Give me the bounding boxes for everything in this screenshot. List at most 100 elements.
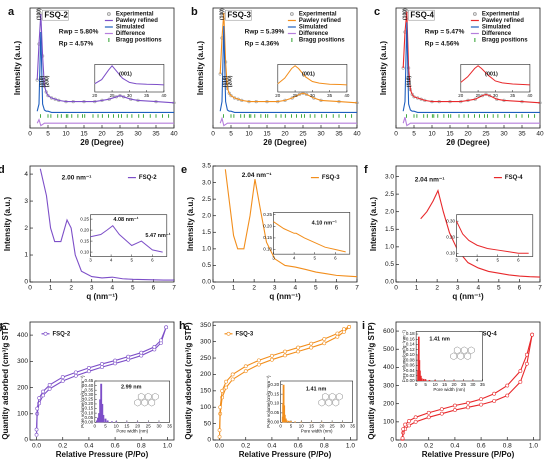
inset-frame <box>415 331 483 382</box>
x-axis-label: 2θ (Degree) <box>446 138 490 147</box>
series-marker <box>401 427 406 432</box>
inset-bar <box>115 421 118 423</box>
inset-x-tick-label: 35 <box>327 93 333 98</box>
y-tick-label: 0.5 <box>202 262 211 269</box>
panel-letter: h <box>179 320 186 332</box>
legend-marker <box>43 331 48 336</box>
x-tick-label: 15 <box>263 131 271 138</box>
inset-x-tick-label: 35 <box>480 382 486 387</box>
x-axis-label: 2θ (Degree) <box>263 138 307 147</box>
series-marker <box>296 345 300 350</box>
inset-y-tick-label: 0.04 <box>406 368 415 373</box>
y-axis-label: Intensity (a.u.) <box>379 41 388 96</box>
inset-x-tick-label: 0 <box>94 423 97 428</box>
inset-bar <box>100 383 103 423</box>
series-marker <box>525 352 529 357</box>
x-axis-label: Relative Pressure (P/Po) <box>56 450 149 459</box>
title-box <box>42 9 69 21</box>
y-axis-label: Intensity (a.u.) <box>3 197 12 252</box>
inset-bar <box>453 380 455 381</box>
panel-letter: e <box>181 164 187 176</box>
inset-y-tick-label: 0.16 <box>406 336 415 341</box>
series-marker <box>87 369 91 374</box>
legend-label: FSQ-4 <box>505 175 523 181</box>
inset-x-tick-label: 30 <box>156 423 162 428</box>
x-tick-label: 7 <box>538 285 542 292</box>
inset-x-tick-label: 20 <box>319 423 325 428</box>
x-tick-label: 0 <box>28 285 32 292</box>
annotation: Rwp = 5.80% <box>59 29 99 36</box>
x-tick-label: 0.0 <box>398 443 407 450</box>
inset: 20 25 30 35 40 (001) <box>275 64 350 98</box>
panel-letter: i <box>362 320 365 332</box>
y-axis-label: Quantity adsorbed (cm³/g STP) <box>184 322 193 440</box>
legend-label: FSQ-2 <box>139 175 157 181</box>
inset-y-tick-label: 0.10 <box>85 410 94 415</box>
inset-y-tick-label: 0.25 <box>263 212 272 217</box>
inset-x-tick-label: 40 <box>161 93 167 98</box>
inset-x-tick-label: 5 <box>313 255 316 260</box>
inset-bar <box>294 421 296 423</box>
x-tick-label: 5 <box>46 131 50 138</box>
inset-frame <box>94 380 170 423</box>
plot-frame <box>212 165 358 283</box>
x-tick-label: 35 <box>152 131 160 138</box>
annotation: (100) <box>403 8 409 20</box>
legend-label: Experimental <box>116 12 154 18</box>
x-tick-label: 2 <box>252 285 256 292</box>
inset-annotation: 5.47 nm⁻¹ <box>145 232 170 239</box>
x-tick-label: 1 <box>49 285 53 292</box>
series-marker <box>100 362 104 366</box>
x-tick-label: 10 <box>428 131 436 138</box>
inset-x-label: Pore width (nm) <box>433 387 465 392</box>
inset-bar <box>101 403 104 423</box>
x-axis-label: Relative Pressure (P/Po) <box>239 450 332 459</box>
annotation: Rp = 4.36% <box>245 41 280 48</box>
x-tick-label: 6 <box>518 285 522 292</box>
legend-label: Pawley refined <box>116 18 158 24</box>
framework-sketch <box>336 392 343 401</box>
inset-x-tick-label: 0 <box>279 423 282 428</box>
inset-x-tick-label: 25 <box>476 93 482 98</box>
inset-frame <box>273 212 351 255</box>
series-marker <box>439 407 444 412</box>
series-marker <box>47 383 52 387</box>
x-tick-label: 4 <box>110 285 114 292</box>
legend-label: Bragg positions <box>482 38 528 44</box>
x-tick-label: 35 <box>335 131 343 138</box>
y-tick-label: 4 <box>24 171 28 178</box>
x-tick-label: 0.8 <box>503 443 512 450</box>
y-tick-label: 0 <box>207 437 211 444</box>
legend-label: FSQ-4 <box>479 331 497 337</box>
inset-x-tick-label: 5 <box>104 423 107 428</box>
framework-sketch <box>329 392 336 401</box>
inset-bar <box>285 420 288 423</box>
series-marker <box>283 349 287 354</box>
inset-bar <box>418 336 420 381</box>
inset-annotation: (001) <box>485 72 498 78</box>
series-marker <box>426 410 431 415</box>
series-marker <box>403 422 408 427</box>
series-marker <box>87 365 91 370</box>
inset-bar <box>96 420 98 423</box>
series-marker <box>34 427 39 432</box>
y-tick-label: 3.0 <box>385 173 394 180</box>
annotation: Rp = 4.57% <box>59 41 94 48</box>
inset-y-tick-label: 0.14 <box>406 342 415 347</box>
x-axis-label: q (nm⁻¹) <box>86 292 118 301</box>
y-tick-label: 50 <box>204 420 212 427</box>
inset-annotation: (001) <box>119 72 132 78</box>
inset-line <box>94 65 164 86</box>
y-tick-label: 100 <box>17 410 28 417</box>
legend-label: Difference <box>482 31 512 37</box>
series-line <box>402 117 540 127</box>
inset-x-tick-label: 15 <box>124 423 130 428</box>
inset-y-tick-label: 0.30 <box>85 392 94 397</box>
inset-frame <box>456 214 534 257</box>
inset-y-tick-label: 0.18 <box>406 331 415 336</box>
framework-sketch <box>322 392 329 401</box>
inset-x-tick-label: 4 <box>110 258 113 263</box>
series-marker <box>139 350 144 355</box>
series-marker <box>466 400 470 405</box>
